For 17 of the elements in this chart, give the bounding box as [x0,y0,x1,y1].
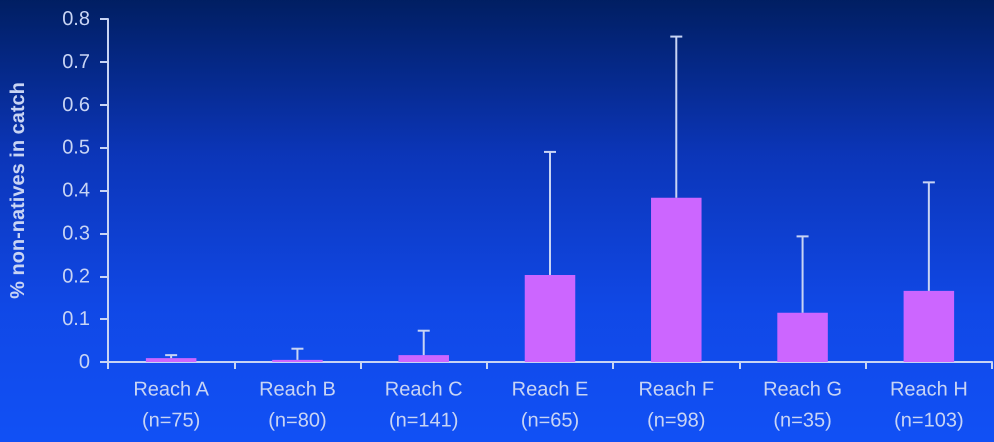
y-tick-label: 0.7 [62,50,90,73]
y-tick-label: 0 [78,351,90,373]
x-tick-label: Reach C (n=141) [384,378,463,432]
x-tick-label: Reach F (n=98) [638,378,714,432]
y-tick-label: 0.1 [62,308,90,330]
y-tick-label: 0.6 [62,94,90,116]
y-tick-label: 0.5 [62,136,90,159]
x-tick-label: Reach G (n=35) [763,378,842,432]
y-tick-label: 0.8 [62,8,90,30]
y-tick-label: 0.3 [62,222,90,244]
x-tick-label: Reach B (n=80) [259,378,336,432]
y-tick-label: 0.2 [62,265,90,288]
x-tick-label: Reach H (n=103) [890,378,968,432]
x-tick-label: Reach E (n=65) [512,378,588,432]
y-axis-title: % non-natives in catch [7,82,29,299]
x-tick-label: Reach A (n=75) [133,378,210,432]
y-tick-label: 0.4 [62,180,90,202]
